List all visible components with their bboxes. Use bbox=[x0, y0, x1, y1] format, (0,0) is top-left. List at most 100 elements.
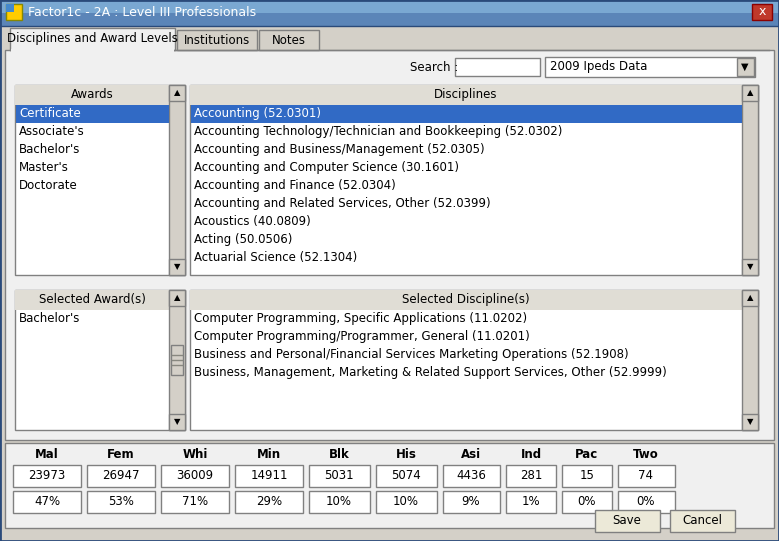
Bar bbox=[190, 290, 758, 430]
Text: Bachelor's: Bachelor's bbox=[19, 312, 80, 325]
Bar bbox=[742, 85, 758, 101]
Bar bbox=[443, 491, 500, 513]
Text: Two: Two bbox=[633, 448, 659, 461]
Bar bbox=[506, 465, 556, 487]
Text: 5074: 5074 bbox=[391, 469, 421, 482]
Text: 10%: 10% bbox=[326, 495, 352, 508]
Bar bbox=[169, 290, 185, 306]
Bar bbox=[455, 58, 540, 76]
Text: 14911: 14911 bbox=[250, 469, 287, 482]
Bar bbox=[169, 85, 185, 101]
Bar bbox=[87, 465, 155, 487]
Text: Min: Min bbox=[257, 448, 281, 461]
Bar bbox=[13, 491, 81, 513]
Text: ▼: ▼ bbox=[174, 262, 180, 272]
Text: Accounting Technology/Technician and Bookkeeping (52.0302): Accounting Technology/Technician and Boo… bbox=[194, 125, 562, 138]
Bar bbox=[742, 414, 758, 430]
Text: 47%: 47% bbox=[34, 495, 60, 508]
Text: x: x bbox=[758, 5, 766, 18]
Text: 9%: 9% bbox=[462, 495, 481, 508]
Text: Selected Discipline(s): Selected Discipline(s) bbox=[402, 293, 530, 306]
Text: Ind: Ind bbox=[520, 448, 541, 461]
Text: 53%: 53% bbox=[108, 495, 134, 508]
Bar bbox=[562, 491, 612, 513]
Text: Search :: Search : bbox=[410, 61, 458, 74]
Text: Accounting and Computer Science (30.1601): Accounting and Computer Science (30.1601… bbox=[194, 161, 459, 174]
Text: His: His bbox=[396, 448, 417, 461]
Text: Notes: Notes bbox=[272, 34, 306, 47]
Text: 1%: 1% bbox=[522, 495, 541, 508]
Text: 29%: 29% bbox=[256, 495, 282, 508]
Bar bbox=[742, 290, 758, 430]
Bar bbox=[169, 85, 185, 275]
Text: Mal: Mal bbox=[35, 448, 59, 461]
Bar bbox=[11, 49, 174, 52]
Text: Blk: Blk bbox=[329, 448, 349, 461]
Bar bbox=[309, 491, 370, 513]
Text: Disciplines and Award Levels: Disciplines and Award Levels bbox=[6, 32, 178, 45]
Bar bbox=[5, 50, 774, 440]
Text: ▼: ▼ bbox=[174, 418, 180, 426]
Text: 26947: 26947 bbox=[102, 469, 139, 482]
Bar bbox=[169, 290, 185, 430]
Text: Business, Management, Marketing & Related Support Services, Other (52.9999): Business, Management, Marketing & Relate… bbox=[194, 366, 667, 379]
Bar bbox=[190, 85, 758, 275]
Bar bbox=[618, 465, 675, 487]
Bar bbox=[190, 85, 742, 105]
Bar bbox=[5, 443, 774, 528]
Text: 0%: 0% bbox=[578, 495, 596, 508]
Text: Accounting and Related Services, Other (52.0399): Accounting and Related Services, Other (… bbox=[194, 197, 491, 210]
Text: Factor1c - 2A : Level III Professionals: Factor1c - 2A : Level III Professionals bbox=[28, 6, 256, 19]
Bar bbox=[190, 290, 742, 310]
Bar bbox=[10, 28, 175, 50]
Text: Business and Personal/Financial Services Marketing Operations (52.1908): Business and Personal/Financial Services… bbox=[194, 348, 629, 361]
Text: Acoustics (40.0809): Acoustics (40.0809) bbox=[194, 215, 311, 228]
Text: ▼: ▼ bbox=[742, 62, 749, 72]
Bar bbox=[737, 58, 754, 76]
Text: Bachelor's: Bachelor's bbox=[19, 143, 80, 156]
Bar bbox=[545, 57, 755, 77]
Text: Awards: Awards bbox=[71, 88, 114, 101]
Text: ▼: ▼ bbox=[747, 262, 753, 272]
Bar bbox=[259, 30, 319, 50]
Bar bbox=[670, 510, 735, 532]
Bar bbox=[6, 4, 22, 20]
Bar bbox=[562, 465, 612, 487]
Bar bbox=[443, 465, 500, 487]
Text: Associate's: Associate's bbox=[19, 125, 85, 138]
Bar bbox=[752, 4, 772, 20]
Text: Save: Save bbox=[612, 514, 641, 527]
Text: Fem: Fem bbox=[108, 448, 135, 461]
Text: Cancel: Cancel bbox=[682, 514, 722, 527]
Text: 281: 281 bbox=[520, 469, 542, 482]
Bar bbox=[169, 414, 185, 430]
Bar bbox=[235, 465, 303, 487]
Bar bbox=[177, 30, 257, 50]
Bar bbox=[618, 491, 675, 513]
Bar bbox=[15, 290, 185, 430]
Text: ▲: ▲ bbox=[747, 294, 753, 302]
Text: Computer Programming/Programmer, General (11.0201): Computer Programming/Programmer, General… bbox=[194, 330, 530, 343]
Text: Whi: Whi bbox=[182, 448, 208, 461]
Text: Master's: Master's bbox=[19, 161, 69, 174]
Text: 10%: 10% bbox=[393, 495, 419, 508]
Text: ▲: ▲ bbox=[174, 294, 180, 302]
Bar bbox=[742, 290, 758, 306]
Bar bbox=[0, 0, 779, 26]
Bar bbox=[742, 85, 758, 275]
Text: 2009 Ipeds Data: 2009 Ipeds Data bbox=[550, 60, 647, 73]
Text: Selected Award(s): Selected Award(s) bbox=[39, 293, 146, 306]
Text: Accounting and Business/Management (52.0305): Accounting and Business/Management (52.0… bbox=[194, 143, 485, 156]
Bar bbox=[6, 4, 14, 12]
Text: ▲: ▲ bbox=[747, 89, 753, 97]
Text: 4436: 4436 bbox=[456, 469, 486, 482]
Bar bbox=[169, 259, 185, 275]
Bar bbox=[376, 465, 437, 487]
Bar bbox=[161, 491, 229, 513]
Bar bbox=[376, 491, 437, 513]
Text: 23973: 23973 bbox=[28, 469, 65, 482]
Text: Pac: Pac bbox=[576, 448, 598, 461]
Text: Institutions: Institutions bbox=[184, 34, 250, 47]
Text: 74: 74 bbox=[639, 469, 654, 482]
Text: Accounting (52.0301): Accounting (52.0301) bbox=[194, 107, 321, 120]
